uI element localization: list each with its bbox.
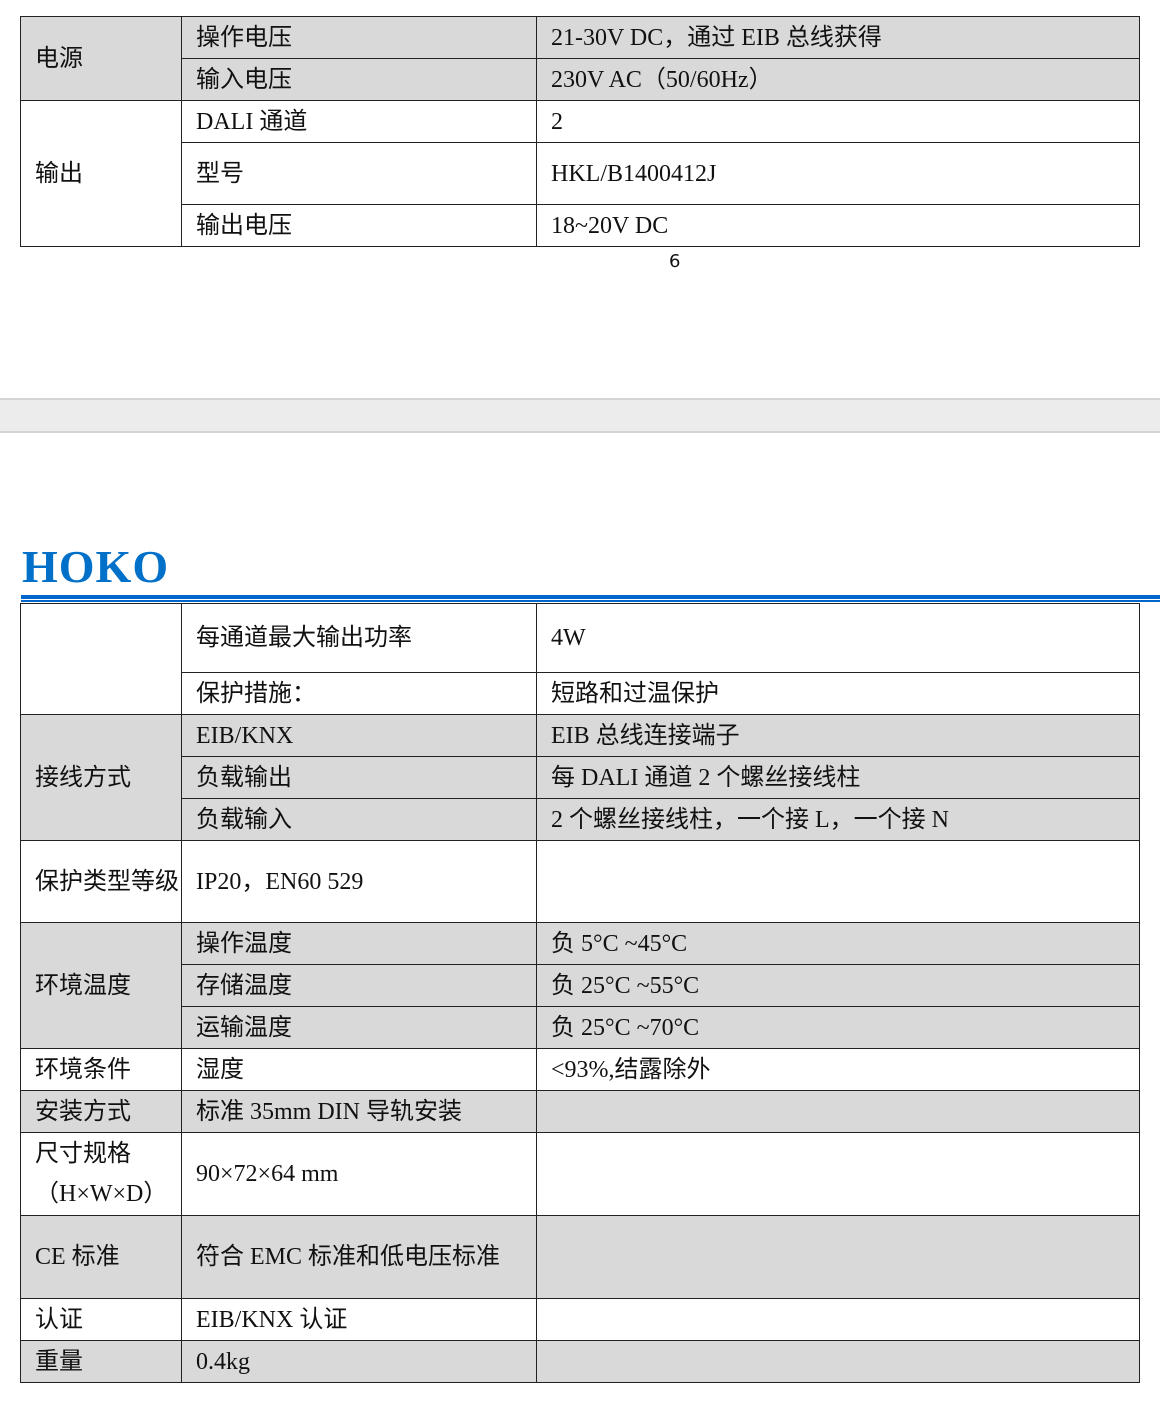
- table-cell: [536, 1090, 1140, 1133]
- table-cell: 21-30V DC，通过 EIB 总线获得: [536, 16, 1140, 59]
- page-separator: [0, 398, 1160, 433]
- table-cell: 负载输出: [181, 756, 537, 799]
- table-row: CE 标准 符合 EMC 标准和低电压标准: [20, 1215, 1140, 1299]
- table-cell: 环境条件: [20, 1048, 182, 1091]
- table-cell: [536, 1215, 1140, 1299]
- table-cell: 符合 EMC 标准和低电压标准: [181, 1215, 537, 1299]
- table-cell: 负 5°C ~45°C: [536, 922, 1140, 965]
- table-cell: 输入电压: [181, 58, 537, 101]
- table-row: 接线方式 EIB/KNX EIB 总线连接端子: [20, 714, 1140, 841]
- table-cell: 4W: [536, 603, 1140, 673]
- table-cell: 0.4kg: [181, 1340, 537, 1383]
- table-cell: 安装方式: [20, 1090, 182, 1133]
- page-number: 6: [669, 251, 681, 272]
- table-row: 负载输出每 DALI 通道 2 个螺丝接线柱: [21, 756, 1140, 799]
- table-cell: 尺寸规格（H×W×D）: [20, 1132, 182, 1216]
- table-cell: 运输温度: [181, 1006, 537, 1049]
- table-cell: 型号: [181, 142, 537, 205]
- table-cell: 电源: [20, 16, 182, 101]
- table-cell: [20, 603, 182, 715]
- table-cell: [536, 840, 1140, 923]
- spec-table-page-6: 电源 操作电压 21-30V DC，通过 EIB 总线获得 输入电压 230V AC（5…: [20, 16, 1140, 247]
- table-cell: 负载输入: [181, 798, 537, 841]
- table-row: 电源 操作电压 21-30V DC，通过 EIB 总线获得: [20, 16, 1140, 101]
- table-row: 认证 EIB/KNX 认证: [20, 1298, 1140, 1341]
- table-cell: 负 25°C ~55°C: [536, 964, 1140, 1007]
- table-cell: [536, 1340, 1140, 1383]
- table-cell: 环境温度: [20, 922, 182, 1049]
- table-cell: 输出: [20, 100, 182, 247]
- table-cell: [536, 1298, 1140, 1341]
- table-row: 每通道最大输出功率 4W: [20, 603, 1140, 715]
- table-row: 保护类型等级 IP20，EN60 529: [20, 840, 1140, 923]
- table-cell: 存储温度: [181, 964, 537, 1007]
- header-rule-thin: [21, 600, 1160, 602]
- table-cell: 标准 35mm DIN 导轨安装: [181, 1090, 537, 1133]
- table-cell: 重量: [20, 1340, 182, 1383]
- table-cell: IP20，EN60 529: [181, 840, 537, 923]
- table-cell: 操作电压: [181, 16, 537, 59]
- table-row: 环境条件 湿度 <93%,结露除外: [20, 1048, 1140, 1091]
- table-row: 重量 0.4kg: [20, 1340, 1140, 1383]
- table-row: 运输温度负 25°C ~70°C: [21, 1006, 1140, 1049]
- table-cell: 2: [536, 100, 1140, 143]
- table-row: 存储温度负 25°C ~55°C: [21, 964, 1140, 1007]
- table-cell: 保护类型等级: [20, 840, 182, 923]
- table-cell: EIB/KNX 认证: [181, 1298, 537, 1341]
- table-row: 安装方式 标准 35mm DIN 导轨安装: [20, 1090, 1140, 1133]
- spec-table-page-7: 每通道最大输出功率 4W 保护措施： 短路和过温保护 接线方式 EIB/KNX EIB 总线…: [20, 603, 1140, 1383]
- table-row: 负载输入 2 个螺丝接线柱，一个接 L，一个接 N: [21, 798, 1140, 841]
- table-row: 环境温度 操作温度负 5°C ~45°C: [20, 922, 1140, 1049]
- table-cell: 每 DALI 通道 2 个螺丝接线柱: [536, 756, 1140, 799]
- table-cell: 接线方式: [20, 714, 182, 841]
- table-cell: EIB 总线连接端子: [536, 714, 1140, 757]
- table-cell: 短路和过温保护: [536, 672, 1140, 715]
- table-cell: CE 标准: [20, 1215, 182, 1299]
- table-cell: 认证: [20, 1298, 182, 1341]
- table-cell: 90×72×64 mm: [181, 1132, 537, 1216]
- table-cell: 湿度: [181, 1048, 537, 1091]
- table-cell: EIB/KNX: [181, 714, 537, 757]
- table-row: 输入电压 230V AC（50/60Hz）: [21, 58, 1140, 101]
- table-cell: 操作温度: [181, 922, 537, 965]
- table-cell: [536, 1132, 1140, 1216]
- table-cell: 18~20V DC: [536, 204, 1140, 247]
- table-cell: 保护措施：: [181, 672, 537, 715]
- table-row: 保护措施： 短路和过温保护: [21, 672, 1140, 715]
- table-cell: 每通道最大输出功率: [181, 603, 537, 673]
- hoko-logo: HOKO: [22, 541, 170, 592]
- table-row: 输出 DALI 通道 2: [20, 100, 1140, 247]
- table-cell: <93%,结露除外: [536, 1048, 1140, 1091]
- table-cell: 输出电压: [181, 204, 537, 247]
- table-cell: DALI 通道: [181, 100, 537, 143]
- table-cell: 2 个螺丝接线柱，一个接 L，一个接 N: [536, 798, 1140, 841]
- table-cell: HKL/B1400412J: [536, 142, 1140, 205]
- table-row: 尺寸规格（H×W×D） 90×72×64 mm: [20, 1132, 1140, 1216]
- table-cell: 230V AC（50/60Hz）: [536, 58, 1140, 101]
- table-row: 输出电压 18~20V DC: [21, 204, 1140, 247]
- table-cell: 负 25°C ~70°C: [536, 1006, 1140, 1049]
- table-row: 型号 HKL/B1400412J: [21, 142, 1140, 205]
- header-rule-thick: [21, 595, 1160, 599]
